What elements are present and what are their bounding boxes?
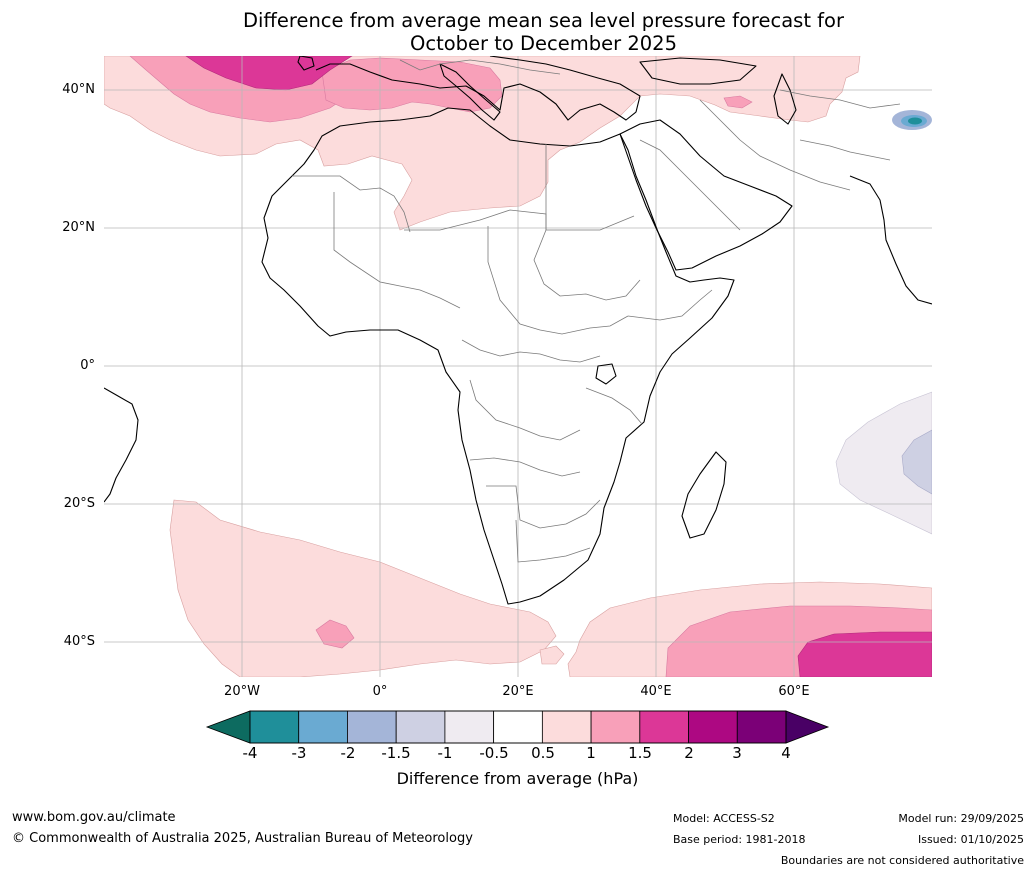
lat-label-20n: 20°N (62, 220, 95, 235)
colorbar-segment (688, 710, 738, 744)
border-north-africa (292, 175, 411, 233)
colorbar-segment (541, 710, 592, 744)
colorbar-tick: -1 (437, 744, 453, 762)
border-afghan-pak (799, 139, 891, 161)
coastline-india (849, 175, 932, 305)
colorbar-label: Difference from average (hPa) (396, 769, 639, 788)
coastlines (104, 56, 932, 605)
colorbar-tick: -0.5 (479, 744, 509, 762)
coastline-africa (261, 107, 735, 605)
footer-issued: Issued: 01/10/2025 (917, 833, 1024, 846)
graticule (104, 56, 932, 677)
footer-model-run: Model run: 29/09/2025 (898, 812, 1024, 825)
border-southern-africa (486, 485, 601, 529)
coastline-europe-med (315, 56, 641, 121)
colorbar-tick: 4 (781, 744, 791, 762)
footer-disclaimer: Boundaries are not considered authoritat… (780, 854, 1024, 867)
border-west-africa (361, 269, 461, 309)
contour-1-north-central (321, 57, 503, 113)
country-borders (292, 59, 901, 563)
lon-label-60e: 60°E (778, 684, 810, 699)
border-east-africa (585, 387, 643, 425)
colorbar-extend-low (205, 710, 251, 744)
border-central-africa (461, 339, 601, 363)
lon-label-20w: 20°W (224, 684, 260, 699)
colorbar-tick: -2 (340, 744, 356, 762)
contour-minus-0.5-east (835, 391, 932, 535)
contour-0.5-south-west (169, 499, 557, 677)
lon-label-0: 0° (372, 684, 388, 699)
border-horn (627, 289, 713, 321)
colorbar-tick: -1.5 (381, 744, 411, 762)
colorbar-segment (590, 710, 641, 744)
colorbar-segment (347, 710, 397, 744)
coastline-madagascar (681, 451, 727, 539)
border-europe (399, 59, 561, 75)
colorbar-segment (639, 710, 689, 744)
colorbar-segment (444, 710, 495, 744)
colorbar-frame (249, 710, 787, 744)
contour-0.5-south-islet (539, 645, 565, 665)
border-chad-sudan (487, 226, 629, 335)
footer-base-period: Base period: 1981-2018 (673, 833, 806, 846)
himalaya-anomaly (892, 110, 932, 130)
map-area (104, 56, 932, 677)
coastline-uk (297, 56, 315, 71)
colorbar-extend-high (785, 710, 830, 744)
coastline-caspian (773, 73, 797, 125)
lon-label-40e: 40°E (640, 684, 672, 699)
colorbar-segment (493, 710, 543, 744)
colorbar-segment (736, 710, 787, 744)
colorbar-tick: 0.5 (531, 744, 555, 762)
colorbar-tick: -4 (242, 744, 258, 762)
lat-label-0: 0° (80, 358, 95, 373)
coastline-arabia (619, 119, 793, 271)
colorbar-tick: 2 (684, 744, 694, 762)
colorbar-segments (249, 710, 787, 744)
colorbar-segment (395, 710, 446, 744)
border-angola (469, 457, 581, 477)
border-south-africa (515, 519, 591, 563)
colorbar-tick: 1 (586, 744, 596, 762)
lat-label-20s: 20°S (63, 496, 95, 511)
lat-label-40n: 40°N (62, 82, 95, 97)
contour-1.5-south-east (797, 631, 932, 677)
border-libya-egypt (545, 144, 635, 231)
contour-1-north-east (723, 95, 753, 109)
coastline-italy (439, 63, 501, 121)
border-congo (469, 379, 581, 441)
colorbar-tick: -3 (291, 744, 307, 762)
colorbar-tick: 1.5 (628, 744, 652, 762)
footer-copyright: © Commonwealth of Australia 2025, Austra… (12, 831, 473, 846)
border-iran (699, 99, 851, 191)
lon-label-20e: 20°E (502, 684, 534, 699)
colorbar-segment (249, 710, 300, 744)
border-central-asia (779, 89, 901, 109)
contour-1-south-west (315, 619, 355, 649)
coastline-black-sea (639, 57, 757, 85)
border-sahel-east (533, 229, 641, 301)
border-arabia (639, 139, 741, 231)
coastline-south-america (104, 387, 139, 503)
lat-label-40s: 40°S (63, 634, 95, 649)
title-line-1: Difference from average mean sea level p… (243, 9, 844, 32)
colorbar-tick: 3 (732, 744, 742, 762)
colorbar (205, 710, 830, 744)
contour-minus-1-east (901, 429, 932, 495)
footer-website[interactable]: www.bom.gov.au/climate (12, 810, 176, 825)
colorbar-segment (298, 710, 348, 744)
title-line-2: October to December 2025 (410, 32, 677, 55)
border-sahara-west (333, 192, 363, 271)
footer-model: Model: ACCESS-S2 (673, 812, 775, 825)
coastline-lake-victoria (595, 363, 617, 385)
chart-title: Difference from average mean sea level p… (0, 9, 1035, 55)
